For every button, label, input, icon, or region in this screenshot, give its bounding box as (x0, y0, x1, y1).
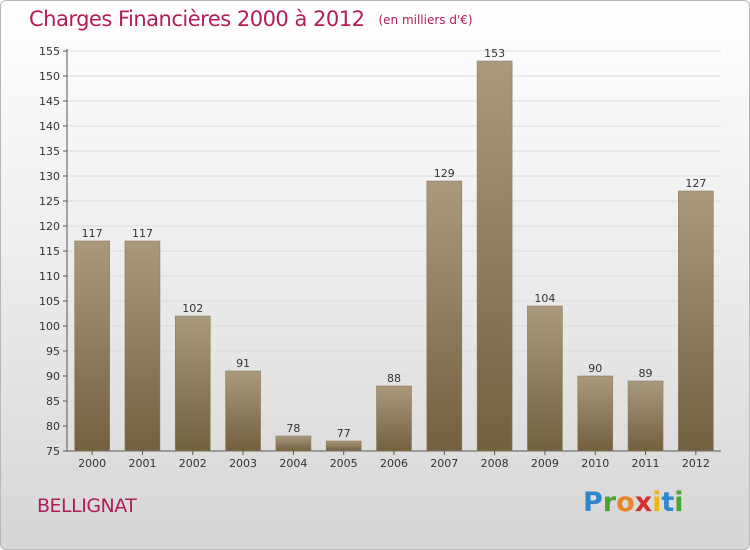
bar-2002 (174, 315, 211, 452)
logo-letter: x (634, 487, 653, 518)
bar-2004 (275, 435, 312, 452)
x-tick-label-2007: 2007 (430, 457, 458, 470)
data-labels: 117 117 102 91 78 77 88 129 153 104 90 89 127 (82, 47, 707, 440)
bar-2005 (325, 440, 362, 452)
town-name: BELLIGNAT (37, 495, 137, 517)
y-tick-label: 130 (39, 170, 60, 183)
x-tick-label-2010: 2010 (581, 457, 609, 470)
y-tick-label: 155 (39, 45, 60, 58)
x-tick-label-2006: 2006 (380, 457, 408, 470)
logo-letter: t (661, 487, 675, 518)
y-tick-label: 135 (39, 145, 60, 158)
x-tick-label-2003: 2003 (229, 457, 257, 470)
y-tick-label: 105 (39, 295, 60, 308)
y-tick-label: 95 (46, 345, 60, 358)
chart-subtitle: (en milliers d'€) (378, 13, 473, 27)
y-tick-label: 90 (46, 370, 60, 383)
bar-2007 (426, 180, 463, 452)
title-row: Charges Financières 2000 à 2012 (en milli… (29, 7, 473, 31)
y-tick-label: 85 (46, 395, 60, 408)
y-tick-label: 100 (39, 320, 60, 333)
data-label-2002: 102 (182, 302, 203, 315)
bar-2010 (577, 375, 614, 452)
bar-2000 (74, 240, 110, 452)
bar-2006 (376, 385, 412, 452)
y-tick-label: 80 (46, 420, 60, 433)
x-tick-label-2008: 2008 (481, 457, 509, 470)
data-label-2001: 117 (132, 227, 153, 240)
logo-letter: r (602, 487, 617, 518)
data-label-2009: 104 (534, 292, 555, 305)
y-tick-label: 120 (39, 220, 60, 233)
x-tick-label-2001: 2001 (128, 457, 156, 470)
bar-2008 (476, 60, 513, 452)
data-label-2005: 77 (337, 427, 351, 440)
data-label-2011: 89 (639, 367, 653, 380)
proxiti-logo: Proxiti (583, 487, 684, 518)
y-tick-label: 145 (39, 95, 60, 108)
x-tick-label-2004: 2004 (279, 457, 307, 470)
logo-letter: P (583, 487, 603, 518)
logo-letter: i (674, 487, 684, 518)
y-tick-label: 140 (39, 120, 60, 133)
data-label-2012: 127 (685, 177, 706, 190)
data-label-2003: 91 (236, 357, 250, 370)
data-label-2008: 153 (484, 47, 505, 60)
x-tick-label-2009: 2009 (531, 457, 559, 470)
bar-2003 (225, 370, 261, 452)
x-tick-labels: 2000 2001 2002 2003 2004 2005 2006 2007 2008 2009… (78, 451, 710, 470)
bar-2011 (627, 380, 664, 452)
y-tick-label: 125 (39, 195, 60, 208)
data-label-2004: 78 (286, 422, 300, 435)
x-tick-label-2011: 2011 (632, 457, 660, 470)
x-tick-label-2005: 2005 (330, 457, 358, 470)
bars (74, 60, 714, 452)
x-tick-label-2000: 2000 (78, 457, 106, 470)
y-tick-label: 150 (39, 70, 60, 83)
data-label-2000: 117 (82, 227, 103, 240)
data-label-2007: 129 (434, 167, 455, 180)
x-tick-label-2002: 2002 (179, 457, 207, 470)
y-tick-label: 115 (39, 245, 60, 258)
logo-letter: i (652, 487, 662, 518)
logo-letter: o (616, 487, 635, 518)
y-tick-label: 75 (46, 445, 60, 458)
bar-2009 (527, 305, 563, 452)
data-label-2010: 90 (588, 362, 602, 375)
x-tick-label-2012: 2012 (682, 457, 710, 470)
y-tick-labels: 75 80 85 90 95 100 105 110 115 120 125 130 135 140 145… (39, 45, 67, 458)
bar-2001 (124, 240, 161, 452)
chart-title: Charges Financières 2000 à 2012 (29, 7, 365, 31)
bar-2012 (678, 190, 714, 452)
y-tick-label: 110 (39, 270, 60, 283)
data-label-2006: 88 (387, 372, 401, 385)
